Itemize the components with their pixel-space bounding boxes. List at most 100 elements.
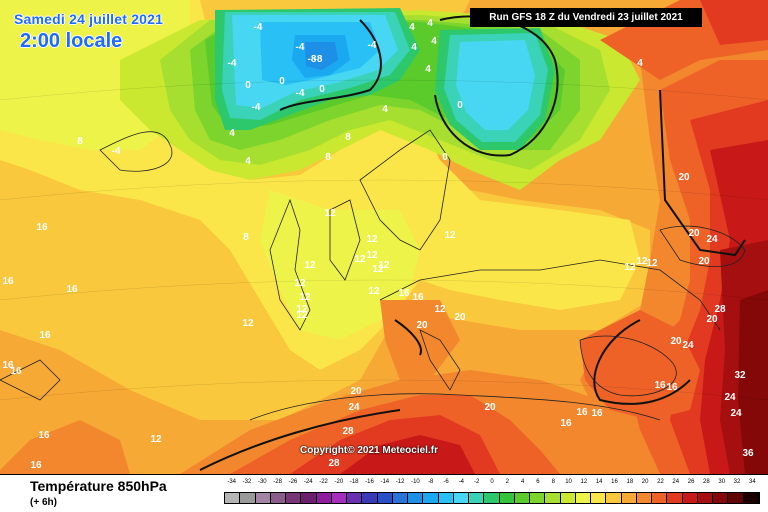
isotherm-label: 16 [560,418,572,429]
isotherm-label: 12 [242,318,254,329]
scale-swatch [316,493,332,503]
isotherm-label: 8 [345,132,351,143]
scale-swatch [362,493,378,503]
isotherm-label: -4 [296,42,305,53]
field-22-24-ne [700,0,768,45]
isotherm-label: 16 [398,288,410,299]
isotherm-20-southeast [593,319,691,405]
isotherm-label: 24 [682,340,694,351]
scale-label: -10 [411,479,420,485]
scandinavia-outline [359,129,451,251]
scale-label: -12 [395,479,405,485]
scale-label: -2 [474,479,480,485]
isotherm-label: 12 [646,258,658,269]
isotherm-label: 20 [678,172,690,183]
isotherm-label: -4 [296,88,305,99]
scale-swatch [713,493,729,503]
field-minus4-minus2-east [456,40,535,130]
isotherm-label: 4 [409,22,415,33]
scale-swatch [621,493,637,503]
isotherm-label: 16 [39,330,51,341]
isotherm-label: 24 [730,408,742,419]
scale-swatch [331,493,347,503]
scale-label: 34 [748,479,756,485]
europe-coast [379,259,721,331]
scale-label: 18 [626,479,634,485]
scale-swatch [286,493,302,503]
isotherm-label: 28 [342,426,354,437]
scale-swatch [697,493,713,503]
scale-swatch [438,493,454,503]
field-24-26-south [340,435,475,474]
isotherm-label: 8 [77,136,83,147]
scale-swatch [728,493,744,503]
color-scale [224,492,760,504]
scale-label: -34 [227,479,236,485]
legend-footer: Température 850hPa (+ 6h) -34 -32 -30 -28 -2… [0,474,768,512]
isotherm-label: 28 [714,304,726,315]
isotherm-label: -4 [112,146,121,157]
scale-swatch [560,493,576,503]
scale-swatch [591,493,607,503]
scale-swatch [514,493,530,503]
scale-label: -8 [428,479,434,485]
scale-swatch [469,493,485,503]
isotherm-label: 20 [698,256,710,267]
scale-label: 28 [703,479,710,485]
isotherm-label: 12 [294,278,306,289]
isotherm-label: 12 [324,208,336,219]
scale-swatch [347,493,363,503]
isotherm-label: 16 [591,408,603,419]
isotherm-label: 12 [372,264,384,275]
isotherm-label: 20 [706,314,718,325]
isotherm-label: 8 [243,232,249,243]
british-isles-outline [269,198,311,331]
isotherm-label: 20 [416,320,428,331]
isotherm-label: 16 [412,292,424,303]
scale-label: 26 [687,479,695,485]
isotherm-contours [199,15,746,471]
isotherm-label: 16 [2,360,14,371]
isotherm-label: -4 [228,58,237,69]
isotherm-label: 20 [688,228,700,239]
isotherm-label: 20 [350,386,362,397]
field-18-20-italy [380,300,460,380]
scale-swatch [408,493,424,503]
scale-label: 0 [490,479,494,485]
field-10-12-center [260,190,420,340]
scale-labels: -34 -32 -30 -28 -26 -24 -22 -20 -18 -16 -14 -12 -10-… [224,479,760,489]
isotherm-label: 0 [245,80,251,91]
isotherm-label: 20 [670,336,682,347]
scale-swatch [255,493,271,503]
isotherm-label: 24 [724,392,736,403]
scale-swatch [225,493,241,503]
isotherm-label: 36 [742,448,754,459]
scale-swatch [545,493,561,503]
scale-label: -6 [443,479,449,485]
scale-swatch [575,493,591,503]
copyright: Copyright© 2021 Meteociel.fr [300,445,438,456]
isotherm-label: 12 [304,260,316,271]
isotherm-label: 4 [427,18,433,29]
scale-label: 12 [580,479,588,485]
scale-label: 6 [536,479,540,485]
isotherm-label: 12 [444,230,456,241]
isotherm-label: -4 [252,102,261,113]
scale-label: 24 [672,479,680,485]
scale-label: 22 [657,479,664,485]
isotherm-label: 16 [10,366,22,377]
isotherm-label: 4 [382,104,388,115]
scale-swatch [636,493,652,503]
scale-label: -24 [303,479,313,485]
isotherm-20-east [659,89,746,257]
isotherm-label: 12 [624,262,636,273]
graticule [0,79,768,401]
isotherm-label: 28 [328,458,340,469]
isotherm-label: 20 [484,402,496,413]
scale-label: 20 [641,479,649,485]
scale-label: -4 [458,479,465,485]
scale-swatch [240,493,256,503]
scale-label: -32 [242,479,252,485]
